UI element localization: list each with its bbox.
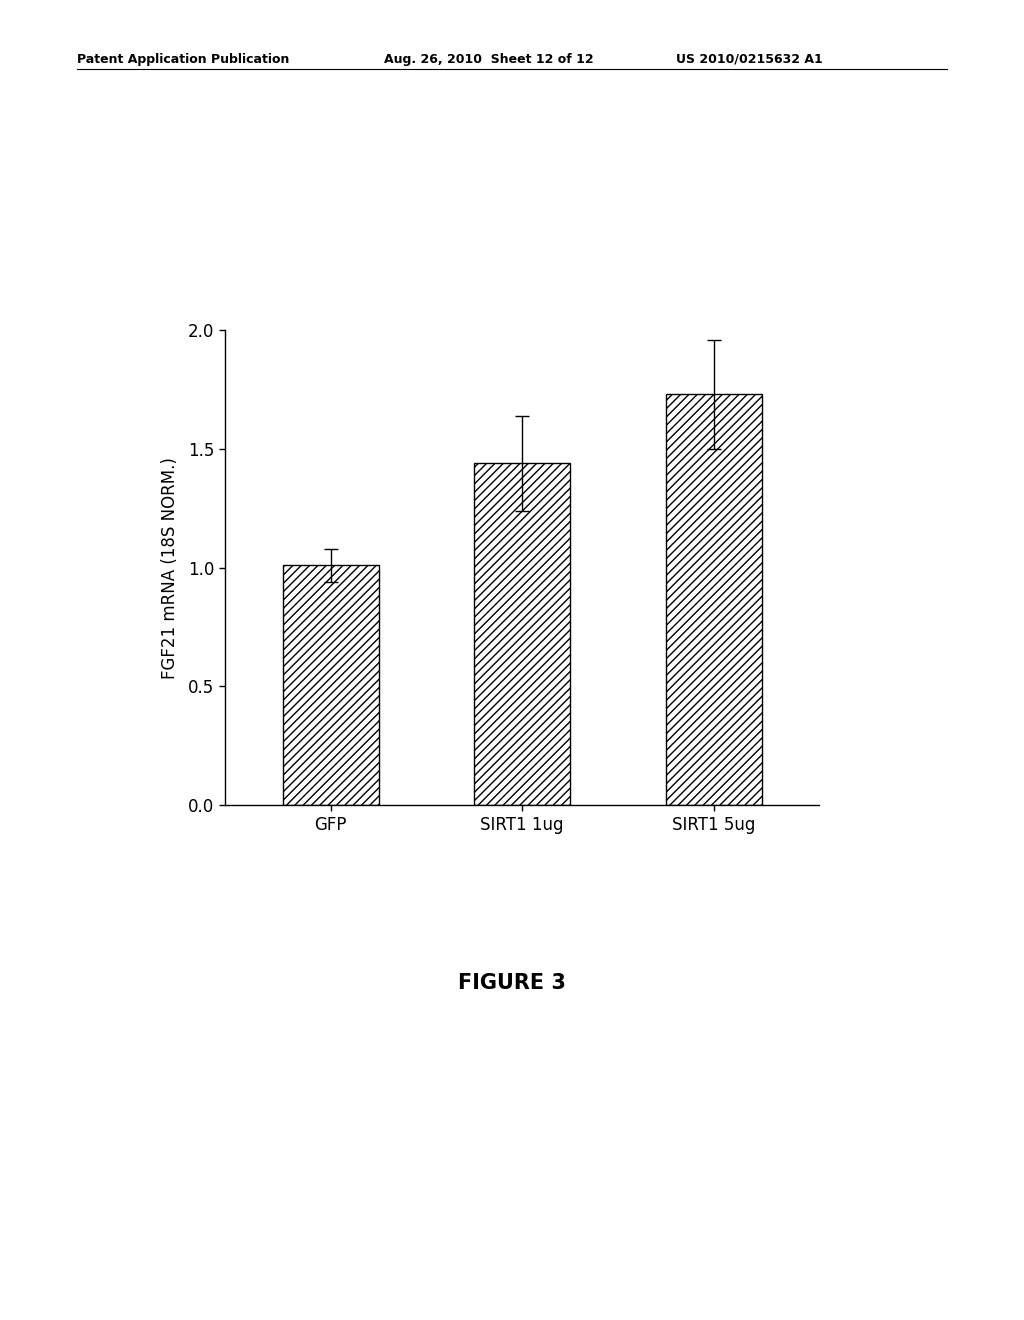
Text: FIGURE 3: FIGURE 3 bbox=[458, 973, 566, 994]
Text: US 2010/0215632 A1: US 2010/0215632 A1 bbox=[676, 53, 822, 66]
Bar bbox=[474, 463, 570, 805]
Y-axis label: FGF21 mRNA (18S NORM.): FGF21 mRNA (18S NORM.) bbox=[162, 457, 179, 678]
Text: Patent Application Publication: Patent Application Publication bbox=[77, 53, 289, 66]
Text: Aug. 26, 2010  Sheet 12 of 12: Aug. 26, 2010 Sheet 12 of 12 bbox=[384, 53, 594, 66]
Bar bbox=[283, 565, 379, 805]
Bar bbox=[666, 395, 762, 805]
